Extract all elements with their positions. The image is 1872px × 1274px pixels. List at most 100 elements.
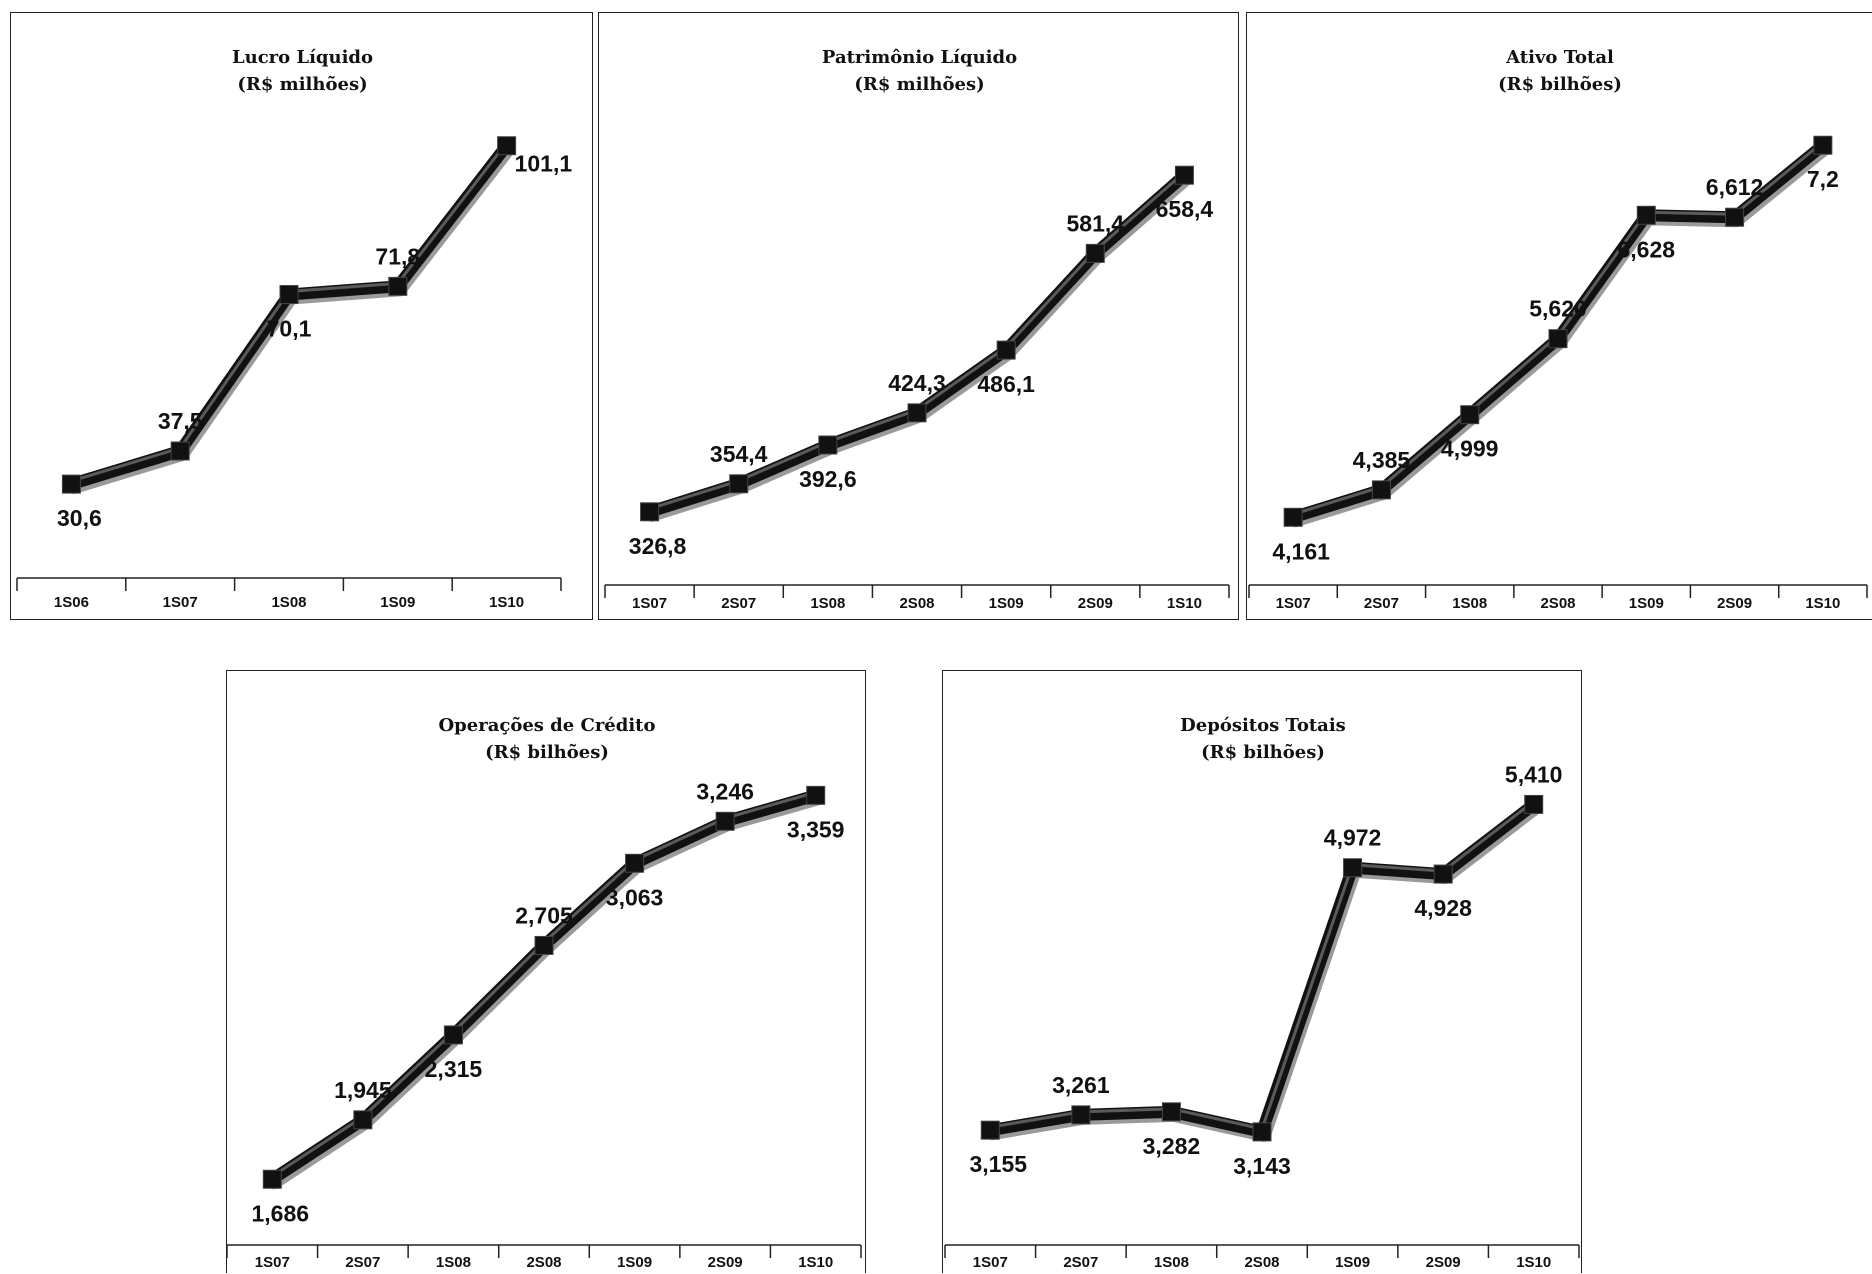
chart-panel-depositos-totais: Depósitos Totais (R$ bilhões) 1S07 2S07 1S08… bbox=[942, 670, 1582, 1273]
x-tick-label: 1S08 bbox=[810, 595, 845, 612]
x-tick-label: 1S10 bbox=[489, 594, 524, 611]
chart-panel-ativo-total: Ativo Total (R$ bilhões) 1S07 2S07 1S08 2S08 1… bbox=[1246, 12, 1872, 620]
chart-operacoes-de-credito: Operações de Crédito (R$ bilhões) 1S07 2S07… bbox=[226, 715, 862, 1271]
data-point bbox=[818, 435, 838, 455]
data-label: 5,410 bbox=[1505, 761, 1563, 787]
data-label: 581,4 bbox=[1067, 210, 1125, 236]
x-tick-label: 1S08 bbox=[1154, 1254, 1189, 1271]
data-label: 3,282 bbox=[1143, 1133, 1201, 1159]
data-label: 3,143 bbox=[1233, 1153, 1291, 1179]
data-point bbox=[1548, 329, 1568, 349]
chart-title: Lucro Líquido bbox=[232, 47, 373, 68]
x-tick-label: 2S09 bbox=[1426, 1254, 1461, 1271]
x-tick-label: 1S08 bbox=[436, 1254, 471, 1271]
chart-subtitle: (R$ milhões) bbox=[237, 74, 367, 95]
data-point bbox=[1161, 1102, 1181, 1122]
chart-subtitle: (R$ milhões) bbox=[854, 74, 984, 95]
chart-subtitle: (R$ bilhões) bbox=[485, 742, 609, 763]
data-point bbox=[353, 1110, 373, 1130]
data-label: 4,385 bbox=[1353, 447, 1411, 473]
data-point bbox=[1252, 1122, 1272, 1142]
data-point bbox=[1813, 135, 1833, 155]
data-label: 1,945 bbox=[334, 1077, 392, 1103]
x-tick-label: 2S09 bbox=[708, 1254, 743, 1271]
data-point bbox=[170, 441, 190, 461]
data-label: 486,1 bbox=[977, 371, 1035, 397]
x-tick-label: 1S09 bbox=[380, 594, 415, 611]
x-tick-label: 2S08 bbox=[1540, 595, 1575, 612]
data-label: 37,5 bbox=[158, 408, 203, 434]
x-tick-label: 2S07 bbox=[345, 1254, 380, 1271]
data-label: 6,628 bbox=[1618, 236, 1676, 262]
data-point bbox=[279, 285, 299, 305]
chart-title: Operações de Crédito bbox=[439, 715, 656, 736]
data-label: 3,359 bbox=[787, 816, 845, 842]
data-point bbox=[1071, 1105, 1091, 1125]
x-tick-label: 2S07 bbox=[721, 595, 756, 612]
data-point bbox=[61, 474, 81, 494]
chart-ativo-total: Ativo Total (R$ bilhões) 1S07 2S07 1S08 2S08 1… bbox=[1248, 47, 1868, 612]
data-point bbox=[980, 1120, 1000, 1140]
x-tick-label: 1S09 bbox=[1335, 1254, 1370, 1271]
data-label: 2,315 bbox=[425, 1056, 483, 1082]
data-point bbox=[1174, 165, 1194, 185]
data-label: 4,999 bbox=[1441, 436, 1499, 462]
data-point bbox=[534, 935, 554, 955]
x-tick-label: 2S09 bbox=[1078, 595, 1113, 612]
data-label: 392,6 bbox=[799, 466, 857, 492]
x-tick-label: 1S10 bbox=[1167, 595, 1202, 612]
chart-panel-patrimonio-liquido: Patrimônio Líquido (R$ milhões) 1S07 2S07 1S… bbox=[598, 12, 1239, 620]
x-tick-label: 2S07 bbox=[1063, 1254, 1098, 1271]
x-tick-label: 1S07 bbox=[163, 594, 198, 611]
x-tick-label: 1S10 bbox=[798, 1254, 833, 1271]
x-tick-label: 2S08 bbox=[526, 1254, 561, 1271]
x-tick-label: 1S10 bbox=[1516, 1254, 1551, 1271]
data-label: 70,1 bbox=[267, 316, 312, 342]
data-point bbox=[1725, 207, 1745, 227]
x-tick-label: 1S09 bbox=[1629, 595, 1664, 612]
data-point bbox=[1460, 405, 1480, 425]
data-point bbox=[806, 785, 826, 805]
chart-panel-lucro-liquido: Lucro Líquido (R$ milhões) 1S06 1S07 1S08 1S0… bbox=[10, 12, 593, 620]
x-tick-label: 2S08 bbox=[1244, 1254, 1279, 1271]
data-label: 71,8 bbox=[375, 243, 420, 269]
x-tick-label: 1S07 bbox=[1276, 595, 1311, 612]
data-point bbox=[1085, 243, 1105, 263]
chart-depositos-totais: Depósitos Totais (R$ bilhões) 1S07 2S07 1S08… bbox=[944, 715, 1580, 1271]
x-tick-label: 1S10 bbox=[1805, 595, 1840, 612]
x-tick-label: 2S09 bbox=[1717, 595, 1752, 612]
x-tick-label: 1S07 bbox=[973, 1254, 1008, 1271]
data-point bbox=[1343, 858, 1363, 878]
data-label: 424,3 bbox=[888, 370, 946, 396]
data-point bbox=[1636, 205, 1656, 225]
data-point bbox=[262, 1169, 282, 1189]
data-point bbox=[907, 403, 927, 423]
data-label: 7,2 bbox=[1807, 166, 1839, 192]
data-label: 354,4 bbox=[710, 441, 768, 467]
data-label: 4,972 bbox=[1324, 825, 1382, 851]
x-tick-label: 1S07 bbox=[632, 595, 667, 612]
data-point bbox=[497, 136, 517, 156]
data-label: 5,620 bbox=[1529, 296, 1587, 322]
data-label: 3,155 bbox=[970, 1151, 1028, 1177]
data-point bbox=[729, 474, 749, 494]
data-point bbox=[1371, 480, 1391, 500]
data-point bbox=[1433, 864, 1453, 884]
x-tick-label: 1S08 bbox=[1452, 595, 1487, 612]
x-tick-label: 1S09 bbox=[617, 1254, 652, 1271]
data-label: 3,261 bbox=[1052, 1072, 1110, 1098]
data-label: 4,928 bbox=[1414, 895, 1472, 921]
data-label: 1,686 bbox=[252, 1200, 310, 1226]
x-tick-label: 2S08 bbox=[899, 595, 934, 612]
x-tick-label: 2S07 bbox=[1364, 595, 1399, 612]
x-tick-label: 1S07 bbox=[255, 1254, 290, 1271]
data-label: 30,6 bbox=[57, 505, 102, 531]
x-tick-label: 1S06 bbox=[54, 594, 89, 611]
data-label: 6,612 bbox=[1706, 174, 1764, 200]
chart-patrimonio-liquido: Patrimônio Líquido (R$ milhões) 1S07 2S07 1S… bbox=[604, 47, 1230, 612]
chart-title: Ativo Total bbox=[1505, 47, 1614, 68]
data-point bbox=[388, 276, 408, 296]
chart-title: Depósitos Totais bbox=[1180, 715, 1346, 736]
data-label: 4,161 bbox=[1272, 538, 1330, 564]
chart-subtitle: (R$ bilhões) bbox=[1498, 74, 1622, 95]
